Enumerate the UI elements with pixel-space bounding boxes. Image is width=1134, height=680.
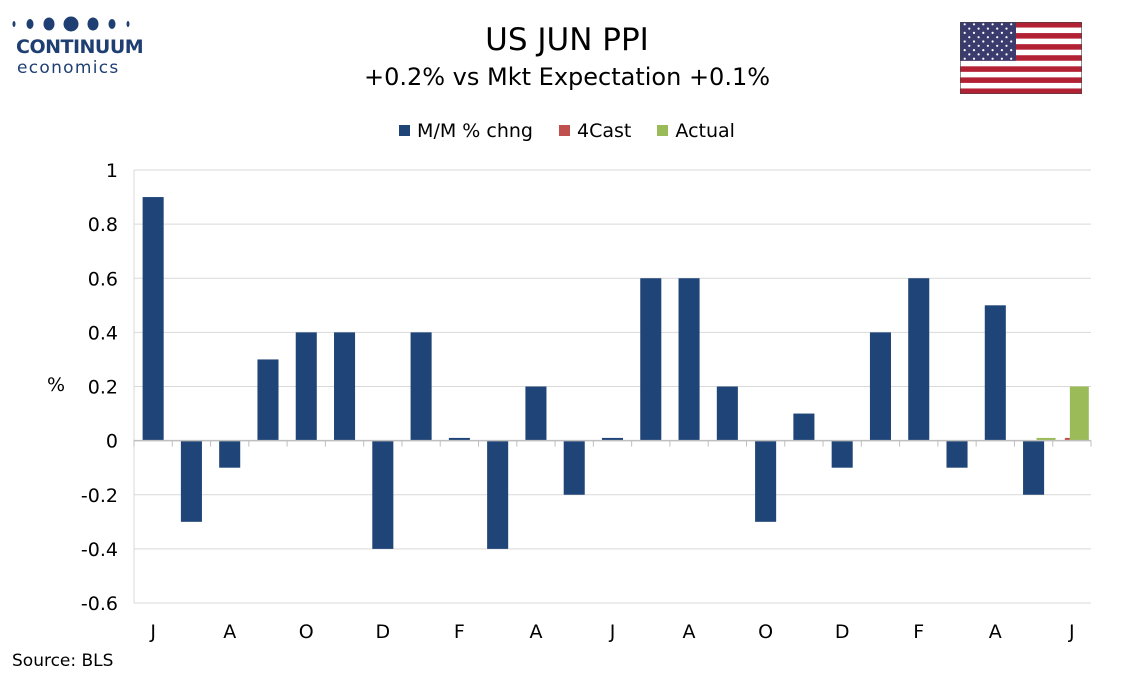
legend-swatch-actual: [657, 125, 669, 136]
legend-item-actual: Actual: [657, 118, 735, 144]
bar-mm: [257, 359, 279, 441]
y-tick-label: 0.6: [88, 268, 118, 290]
bar-mm: [295, 332, 317, 441]
x-tick-label: F: [454, 621, 465, 643]
x-tick-label: O: [758, 621, 773, 643]
source-note: Source: BLS: [12, 651, 114, 671]
bar-mm: [946, 440, 968, 468]
logo-tagline: economics: [17, 58, 120, 78]
bar-mm: [908, 278, 930, 441]
bar-mm: [219, 440, 241, 468]
legend-swatch-4cast: [559, 125, 571, 136]
legend-label-4cast: 4Cast: [577, 120, 632, 142]
x-tick-label: A: [683, 621, 696, 643]
bar-mm: [334, 332, 356, 441]
bar-mm: [180, 440, 202, 522]
legend-label-mm: M/M % chng: [417, 120, 533, 142]
bar-mm: [487, 440, 509, 549]
x-tick-label: A: [223, 621, 236, 643]
chart-legend: M/M % chng 4Cast Actual: [0, 118, 1134, 144]
x-tick-label: O: [299, 621, 314, 643]
y-tick-label: -0.2: [81, 485, 118, 507]
bar-actual: [1069, 386, 1089, 441]
y-tick-label: 0.2: [88, 377, 118, 399]
bar-mm: [716, 386, 738, 441]
x-tick-label: A: [529, 621, 542, 643]
bar-mm: [142, 197, 164, 441]
chart-title: US JUN PPI: [485, 22, 649, 58]
y-tick-label: 0: [106, 431, 118, 453]
bar-mm: [678, 278, 700, 441]
bar-mm: [448, 437, 470, 441]
x-tick-label: A: [989, 621, 1002, 643]
bar-mm: [755, 440, 777, 522]
bar-mm: [372, 440, 394, 549]
bar-mm: [410, 332, 432, 441]
logo-dots-icon: [12, 16, 130, 32]
us-flag-icon: [960, 22, 1082, 94]
bar-mm: [525, 386, 547, 441]
bar-mm: [601, 437, 624, 441]
y-tick-label: 0.8: [88, 214, 118, 236]
x-tick-label: D: [835, 621, 850, 643]
bar-mm: [831, 440, 853, 468]
y-tick-label: 0.4: [88, 322, 118, 344]
logo-wordmark: CONTINUUM: [16, 36, 144, 58]
legend-label-actual: Actual: [675, 120, 735, 142]
legend-swatch-mm: [399, 125, 411, 136]
bar-actual: [1036, 437, 1056, 441]
y-tick-label: 1: [106, 160, 118, 182]
y-axis-label: %: [47, 374, 66, 396]
x-tick-label: J: [149, 621, 156, 643]
chart-subtitle: +0.2% vs Mkt Expectation +0.1%: [363, 63, 771, 91]
x-tick-label: F: [913, 621, 924, 643]
legend-item-4cast: 4Cast: [559, 118, 631, 144]
bar-mm: [869, 332, 891, 441]
x-tick-label: J: [609, 621, 616, 643]
x-tick-label: D: [375, 621, 390, 643]
y-tick-label: -0.6: [81, 593, 118, 615]
bar-mm: [563, 440, 585, 495]
legend-item-mm: M/M % chng: [399, 118, 533, 144]
y-tick-label: -0.4: [81, 539, 118, 561]
bar-mm: [1023, 440, 1045, 495]
bar-mm: [984, 305, 1006, 441]
bar-mm: [793, 413, 815, 441]
x-tick-label: J: [1068, 621, 1075, 643]
bar-mm: [640, 278, 662, 441]
bar-4cast: [1064, 437, 1070, 441]
